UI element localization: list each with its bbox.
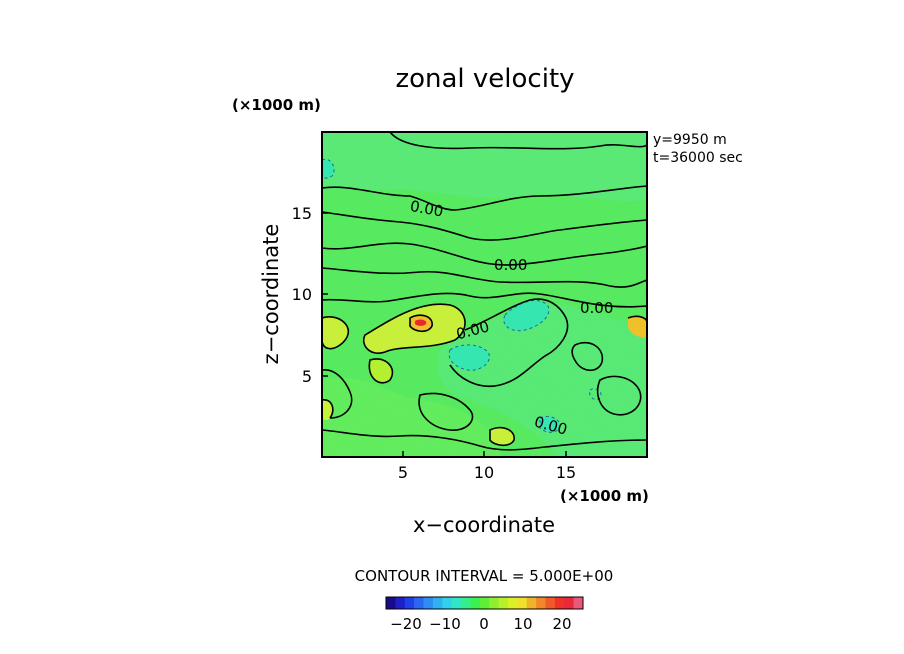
contour-interval-label: CONTOUR INTERVAL = 5.000E+00 [355,567,614,585]
negative-contour [322,158,335,179]
negative-contour [448,344,490,371]
zero-contour [322,242,647,266]
info-line-t: t=36000 sec [653,150,743,166]
colorbar-swatch [386,597,396,609]
colorbar-swatch [423,597,434,609]
positive-patch [490,427,515,446]
negative-contour [539,415,561,433]
colorbar-swatch [404,597,415,609]
chart-title: zonal velocity [395,64,574,94]
contour-label: 0.00 [580,299,613,317]
positive-patch [628,316,647,338]
field-zone-mid [437,304,647,457]
x-axis-label: x−coordinate [413,513,555,537]
positive-patch [322,316,349,349]
zero-contour [489,426,515,447]
colorbar-swatch [498,597,509,609]
colorbar-swatch [461,597,471,609]
negative-patch [449,344,490,371]
negative-patch [503,300,549,331]
colorbar-swatch [432,597,443,609]
colorbar-swatch [564,597,574,609]
colorbar-swatch [451,597,462,609]
colorbar-swatch [395,597,406,609]
y-axis: 5 10 15 [292,204,328,386]
zero-contour [322,399,334,419]
x-tick-label: 10 [474,463,494,482]
field-zone-lower [322,377,500,457]
plot-area: 0.00 0.00 0.00 0.00 0.00 [322,132,647,457]
zero-contour [389,132,647,150]
zero-contour [322,316,350,350]
zero-contour [418,392,474,431]
colorbar-frame [385,596,584,610]
colorbar-ticks: −20 −10 0 10 20 [390,615,571,633]
zero-contour [363,303,466,354]
zero-contour [322,185,647,211]
colorbar-swatch [414,597,424,609]
zero-contour [322,429,647,451]
colorbar-swatch [517,597,528,609]
colorbar-tick-label: 20 [552,615,571,633]
y-tick-label: 5 [302,367,312,386]
colorbar-swatch [554,597,565,609]
positive-patch [322,399,333,421]
zero-contour [409,314,433,333]
colorbar-tick-label: 0 [479,615,489,633]
colorbar-swatch [507,597,518,609]
x-tick-label: 5 [398,463,408,482]
colorbar-tick-label: 10 [513,615,532,633]
colorbar-swatch [526,597,537,609]
colorbar-swatch [489,597,499,609]
positive-patch [369,358,393,383]
x-tick-label: 15 [556,463,576,482]
contour-label: 0.00 [409,197,445,221]
colorbar-swatch [479,597,490,609]
zero-contour [322,292,647,308]
y-axis-unit: (×1000 m) [232,96,321,114]
x-axis: 5 10 15 [398,451,576,482]
colorbar-swatch [470,597,481,609]
x-axis-unit: (×1000 m) [560,487,649,505]
colorbar-swatch [573,597,584,609]
zero-contour [571,341,604,372]
colorbar-tick-label: −10 [429,615,461,633]
negative-patch [540,416,560,433]
colorbar-swatch [545,597,556,609]
colorbar-swatch [442,597,452,609]
colorbar [385,596,584,610]
zero-contour [322,211,647,241]
zero-contour [368,358,394,384]
positive-patch [415,319,427,326]
y-tick-label: 15 [292,204,312,223]
info-line-y: y=9950 m [653,132,727,148]
contour-label: 0.00 [494,256,527,274]
y-tick-label: 10 [292,285,312,304]
colorbar-tick-label: −20 [390,615,422,633]
zero-contour [449,298,569,387]
zero-contour [596,375,642,416]
colorbar-swatch [536,597,546,609]
zero-contour [322,267,647,288]
negative-patch [322,159,335,179]
zero-contour [322,369,353,419]
negative-contour [503,300,550,332]
y-axis-label: z−coordinate [259,224,283,365]
